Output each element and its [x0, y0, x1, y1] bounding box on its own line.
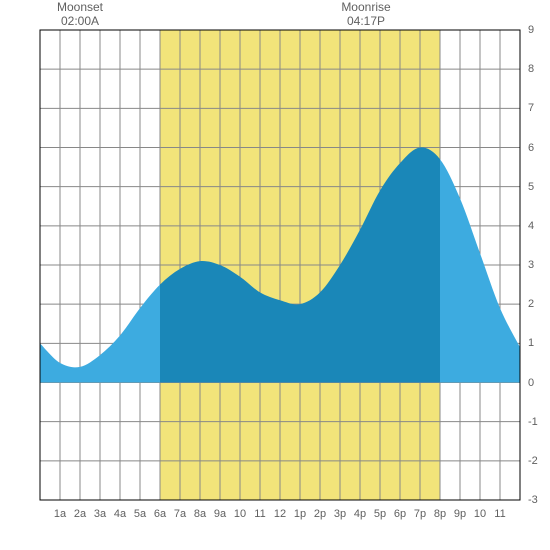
y-tick: 1	[528, 337, 534, 349]
x-tick: 6a	[154, 508, 166, 520]
y-tick: 5	[528, 181, 534, 193]
moonrise-title: Moonrise	[336, 0, 396, 14]
x-tick: 4p	[354, 508, 366, 520]
x-tick: 4a	[114, 508, 126, 520]
y-tick: -1	[528, 416, 538, 428]
x-tick: 7a	[174, 508, 186, 520]
y-tick: -2	[528, 455, 538, 467]
chart-svg	[0, 0, 550, 550]
x-tick: 9a	[214, 508, 226, 520]
x-tick: 3p	[334, 508, 346, 520]
x-tick: 3a	[94, 508, 106, 520]
x-tick: 8a	[194, 508, 206, 520]
x-tick: 2p	[314, 508, 326, 520]
x-tick: 1a	[54, 508, 66, 520]
x-tick: 9p	[454, 508, 466, 520]
y-tick: 4	[528, 220, 534, 232]
y-tick: -3	[528, 494, 538, 506]
x-tick: 8p	[434, 508, 446, 520]
x-tick: 5a	[134, 508, 146, 520]
x-tick: 11	[254, 508, 265, 520]
y-tick: 7	[528, 102, 534, 114]
x-tick: 6p	[394, 508, 406, 520]
y-tick: 8	[528, 63, 534, 75]
moonset-time: 02:00A	[50, 14, 110, 28]
x-tick: 7p	[414, 508, 426, 520]
x-tick: 10	[474, 508, 486, 520]
x-tick: 5p	[374, 508, 386, 520]
moonrise-time: 04:17P	[336, 14, 396, 28]
y-tick: 0	[528, 377, 534, 389]
x-tick: 1p	[294, 508, 306, 520]
x-tick: 10	[234, 508, 246, 520]
y-tick: 6	[528, 142, 534, 154]
moonset-title: Moonset	[50, 0, 110, 14]
y-tick: 9	[528, 24, 534, 36]
tide-chart: -3-2-101234567891a2a3a4a5a6a7a8a9a101112…	[0, 0, 550, 550]
y-tick: 3	[528, 259, 534, 271]
x-tick: 12	[274, 508, 286, 520]
y-tick: 2	[528, 298, 534, 310]
x-tick: 2a	[74, 508, 86, 520]
x-tick: 11	[494, 508, 505, 520]
